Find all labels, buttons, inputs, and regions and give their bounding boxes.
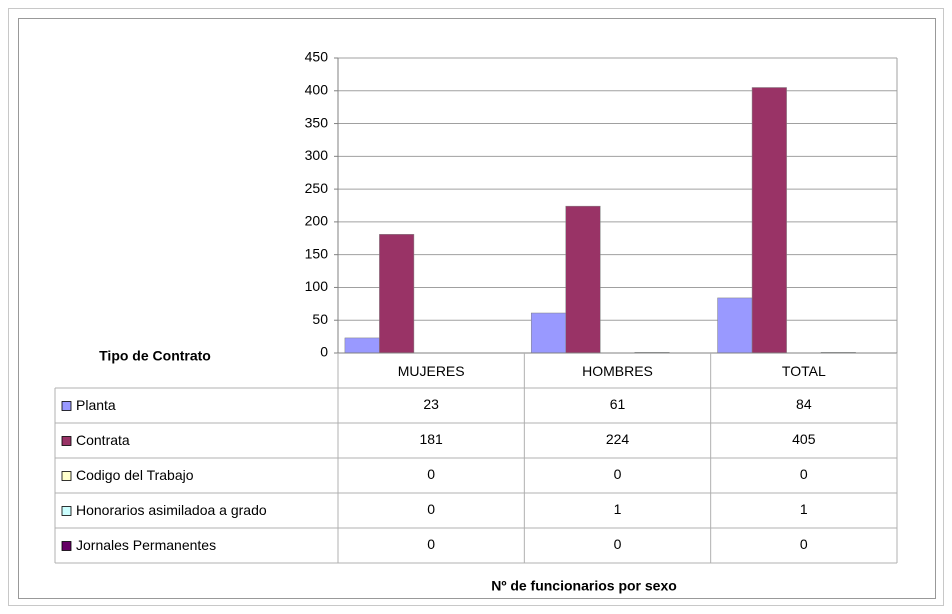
table-value: 0 xyxy=(800,466,808,482)
table-value: 84 xyxy=(796,396,812,412)
table-value: 224 xyxy=(606,431,630,447)
legend-swatch xyxy=(61,541,72,551)
x-tick-label: MUJERES xyxy=(398,363,465,379)
table-value: 405 xyxy=(792,431,816,447)
table-value: 0 xyxy=(614,466,622,482)
legend-label: Jornales Permanentes xyxy=(76,537,216,553)
bar xyxy=(751,87,787,354)
table-value: 0 xyxy=(800,536,808,552)
y-tick-label: 0 xyxy=(320,344,328,360)
legend-label: Honorarios asimiladoa a grado xyxy=(76,502,267,518)
legend-swatch xyxy=(61,471,72,481)
table-label: Tipo de Contrato xyxy=(99,348,211,364)
legend-swatch xyxy=(61,436,72,446)
legend-swatch xyxy=(61,401,72,411)
bar xyxy=(565,205,601,354)
table-value: 23 xyxy=(423,396,439,412)
x-tick-label: HOMBRES xyxy=(582,363,653,379)
y-tick-label: 100 xyxy=(305,278,329,294)
bar xyxy=(344,337,380,354)
table-value: 0 xyxy=(427,466,435,482)
y-tick-label: 400 xyxy=(305,81,329,97)
y-tick-label: 350 xyxy=(305,114,329,130)
legend-swatch xyxy=(61,506,72,516)
table-value: 1 xyxy=(614,501,622,517)
y-tick-label: 150 xyxy=(305,245,329,261)
y-tick-label: 200 xyxy=(305,213,329,229)
table-value: 181 xyxy=(419,431,443,447)
table-value: 1 xyxy=(800,501,808,517)
table-value: 61 xyxy=(610,396,626,412)
y-tick-label: 450 xyxy=(305,49,329,65)
bar xyxy=(530,312,566,354)
chart-title: Nº de funcionarios por sexo xyxy=(491,578,677,594)
legend-label: Codigo del Trabajo xyxy=(76,467,194,483)
legend-label: Planta xyxy=(76,397,116,413)
table-value: 0 xyxy=(427,536,435,552)
x-tick-label: TOTAL xyxy=(782,363,826,379)
bar xyxy=(379,234,415,354)
y-tick-label: 300 xyxy=(305,147,329,163)
y-tick-label: 50 xyxy=(312,311,328,327)
table-value: 0 xyxy=(427,501,435,517)
y-tick-label: 250 xyxy=(305,180,329,196)
bar xyxy=(717,297,753,354)
legend-label: Contrata xyxy=(76,432,130,448)
table-value: 0 xyxy=(614,536,622,552)
